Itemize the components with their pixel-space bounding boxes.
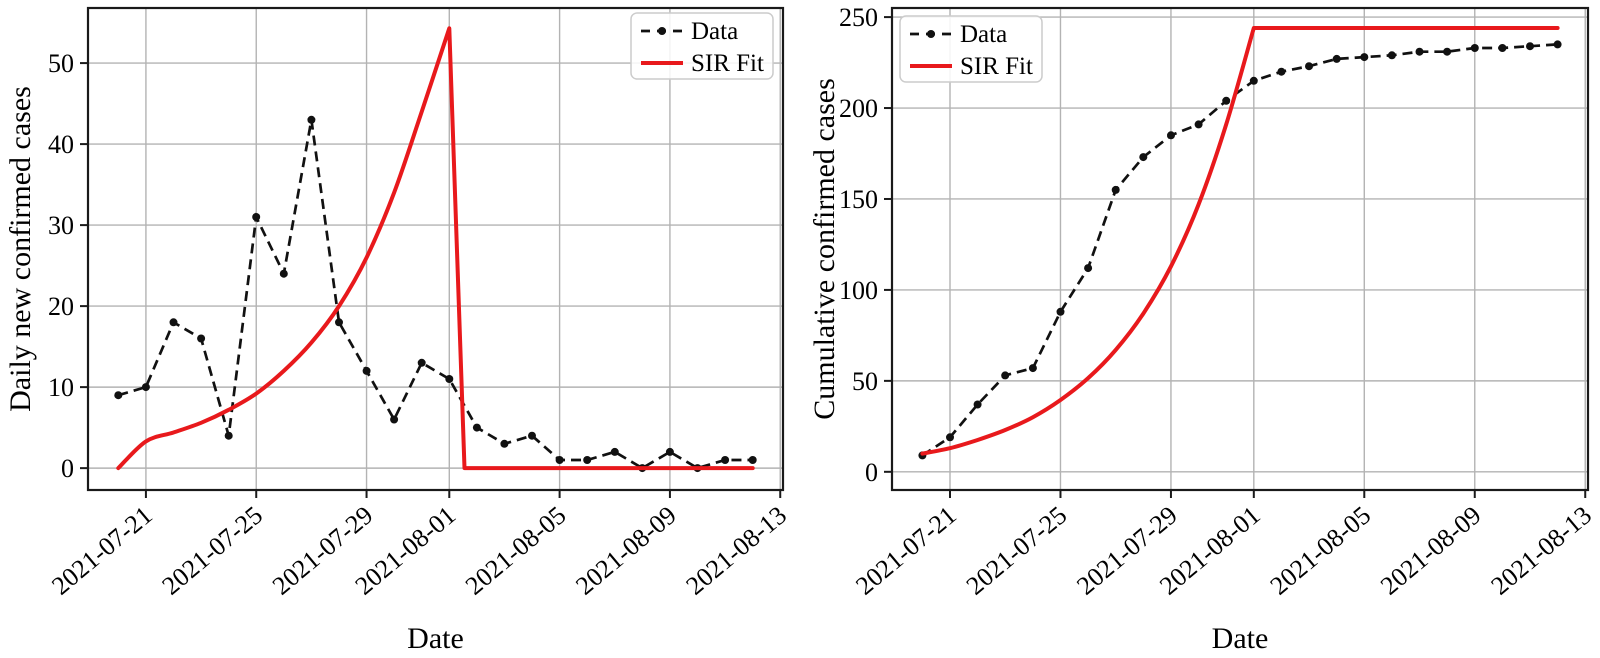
- data-point-marker: [973, 400, 982, 409]
- data-line: [117, 119, 753, 470]
- data-point-marker: [1084, 264, 1093, 273]
- y-tick-label: 30: [48, 211, 74, 240]
- x-tick-label: 2021-08-05: [460, 500, 572, 600]
- data-point-marker: [1277, 67, 1286, 76]
- y-tick-label: 150: [839, 185, 878, 214]
- legend-label: Data: [960, 21, 1007, 48]
- data-point-marker: [1332, 54, 1341, 63]
- x-tick-label: 2021-08-13: [681, 500, 793, 600]
- x-tick-label: 2021-07-25: [157, 500, 269, 600]
- data-point-marker: [500, 439, 509, 448]
- data-point-marker: [946, 433, 954, 442]
- data-point-marker: [665, 447, 674, 456]
- y-tick-label: 50: [852, 367, 878, 396]
- y-tick-label: 50: [48, 49, 74, 78]
- data-point-marker: [1526, 42, 1534, 51]
- data-point-marker: [1139, 153, 1148, 162]
- data-point-marker: [335, 318, 343, 327]
- y-tick-label: 20: [48, 292, 74, 321]
- data-point-marker: [279, 269, 288, 278]
- data-point-marker: [1443, 47, 1452, 56]
- daily-new-cases-chart: 0 10 20 30 40 50 2021-07-21 2021-07-25 2021-07-2…: [4, 6, 793, 655]
- data-point-marker: [1167, 131, 1175, 140]
- y-tick-label: 250: [839, 3, 878, 32]
- data-point-marker: [1111, 185, 1120, 194]
- data-point-marker: [390, 415, 399, 424]
- data-point-marker: [610, 447, 619, 456]
- data-line: [921, 43, 1558, 457]
- data-point-marker: [252, 213, 261, 221]
- data-point-marker: [748, 456, 757, 464]
- data-point-marker: [1249, 76, 1258, 85]
- data-point-marker: [1387, 51, 1396, 60]
- data-point-marker: [114, 391, 123, 400]
- x-axis-title: Date: [1212, 622, 1269, 655]
- data-point-marker: [583, 456, 592, 464]
- x-tick-label: 2021-07-21: [46, 500, 158, 600]
- x-tick-label: 2021-08-05: [1265, 500, 1377, 600]
- x-axis-title: Date: [407, 622, 464, 655]
- data-point-marker: [141, 383, 150, 392]
- legend-label: SIR Fit: [960, 53, 1033, 80]
- plot-frame: [86, 6, 785, 492]
- data-point-marker: [721, 456, 730, 464]
- x-tick-label: 2021-07-25: [961, 500, 1073, 600]
- cumulative-cases-chart: 0 50 100 150 200 250 2021-07-21 2021-07-25 2021-…: [800, 0, 1600, 658]
- x-tick-label: 2021-08-13: [1486, 500, 1598, 600]
- data-point-marker: [1553, 40, 1562, 49]
- data-point-marker: [197, 334, 206, 343]
- data-point-marker: [445, 375, 454, 383]
- data-point-marker: [1028, 364, 1037, 373]
- data-point-marker: [1001, 371, 1010, 380]
- y-tick-label: 40: [48, 130, 74, 159]
- legend-label: Data: [691, 18, 738, 45]
- y-axis-title: Cumulative confirmed cases: [808, 78, 841, 420]
- daily-new-cases-svg: 010203040502021-07-212021-07-252021-07-2…: [4, 6, 793, 655]
- data-point-marker: [1470, 44, 1479, 52]
- legend-data-marker-sample: [927, 30, 935, 38]
- sir-fit-line: [116, 26, 755, 471]
- data-point-marker: [169, 318, 178, 327]
- data-point-marker: [307, 115, 316, 124]
- x-tick-label: 2021-08-09: [1375, 500, 1487, 600]
- y-tick-label: 100: [839, 276, 878, 305]
- y-tick-label: 200: [839, 94, 878, 123]
- data-point-marker: [1415, 47, 1424, 56]
- data-point-marker: [1194, 120, 1203, 129]
- y-axis-title: Daily new confirmed cases: [4, 86, 37, 412]
- data-point-marker: [1498, 44, 1507, 52]
- y-tick-label: 0: [61, 454, 74, 483]
- data-point-marker: [417, 358, 426, 367]
- data-point-marker: [555, 456, 564, 464]
- data-point-marker: [362, 366, 371, 375]
- x-tick-label: 2021-07-21: [850, 500, 962, 600]
- data-point-marker: [224, 431, 233, 440]
- data-point-marker: [1305, 62, 1313, 71]
- sir-fit-line: [920, 26, 1560, 456]
- legend-label: SIR Fit: [691, 50, 764, 77]
- y-tick-label: 0: [865, 458, 878, 487]
- data-point-marker: [1056, 307, 1065, 316]
- data-point-marker: [1360, 53, 1369, 62]
- data-point-marker: [1222, 96, 1231, 105]
- legend-data-marker-sample: [658, 27, 666, 35]
- data-point-marker: [528, 431, 536, 440]
- plot-frame: [890, 6, 1590, 492]
- data-point-marker: [472, 423, 481, 432]
- x-tick-label: 2021-08-09: [570, 500, 682, 600]
- y-tick-label: 10: [48, 373, 74, 402]
